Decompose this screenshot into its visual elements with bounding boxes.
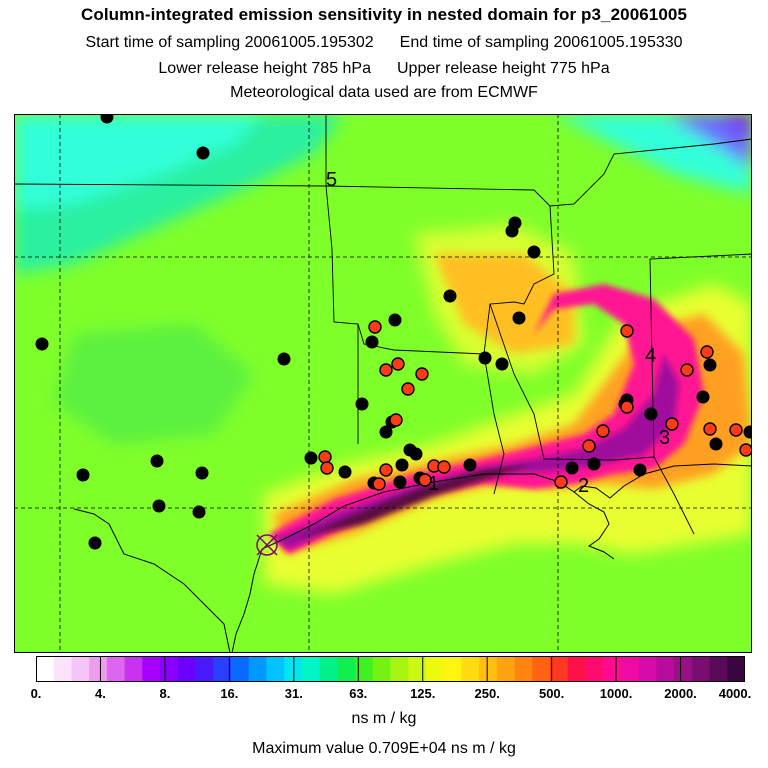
graticule bbox=[14, 114, 752, 653]
region-label-4: 4 bbox=[645, 345, 656, 367]
colorbar-segment bbox=[514, 656, 533, 682]
colorbar-segment bbox=[71, 656, 90, 682]
colorbar-segments bbox=[36, 656, 745, 682]
region-label-3: 3 bbox=[659, 427, 670, 449]
colorbar-segment bbox=[124, 656, 143, 682]
colorbar-segment bbox=[638, 656, 657, 682]
colorbar-segment bbox=[567, 656, 586, 682]
state-borders bbox=[14, 114, 752, 535]
region-labels: 1 2 3 4 5 bbox=[326, 169, 670, 497]
sampling-times: Start time of sampling 20061005.195302 En… bbox=[0, 34, 768, 52]
colorbar-segment bbox=[195, 656, 214, 682]
colorbar-segment bbox=[550, 656, 569, 682]
colorbar-segment bbox=[213, 656, 232, 682]
colorbar-segment bbox=[585, 656, 604, 682]
colorbar-segment bbox=[425, 656, 445, 682]
colorbar-segment bbox=[53, 656, 72, 682]
colorbar-segment bbox=[656, 656, 675, 682]
colorbar-tick-label: 16. bbox=[220, 686, 239, 701]
colorbar-tick-label: 2000. bbox=[664, 686, 697, 701]
colorbar-segment bbox=[337, 656, 356, 682]
colorbar-segment bbox=[390, 656, 409, 682]
met-data-source: Meteorological data used are from ECMWF bbox=[230, 84, 538, 101]
colorbar-tick-label: 500. bbox=[538, 686, 565, 701]
end-time-label: End time of sampling 20061005.195330 bbox=[399, 34, 683, 51]
colorbar-segment bbox=[496, 656, 515, 682]
colorbar-tick-label: 63. bbox=[349, 686, 368, 701]
colorbar-tick-label: 4000. bbox=[718, 686, 752, 701]
colorbar-segment bbox=[674, 656, 693, 682]
colorbar-major-ticks bbox=[99, 656, 682, 682]
lower-release-height: Lower release height 785 hPa bbox=[158, 60, 371, 77]
colorbar-segment bbox=[284, 656, 303, 682]
maximum-value-label: Maximum value 0.709E+04 ns m / kg bbox=[252, 740, 516, 757]
colorbar-segment bbox=[443, 656, 462, 682]
colorbar-segment bbox=[709, 656, 728, 682]
colorbar-tick-label: 125. bbox=[410, 686, 436, 701]
colorbar-tick-label: 31. bbox=[284, 686, 303, 701]
colorbar-segment bbox=[160, 656, 179, 682]
start-time-label: Start time of sampling 20061005.195302 bbox=[85, 34, 374, 51]
colorbar-segment bbox=[301, 656, 321, 682]
colorbar-segment bbox=[36, 656, 55, 682]
release-heights: Lower release height 785 hPa Upper releas… bbox=[0, 60, 768, 78]
colorbar-segment bbox=[89, 656, 108, 682]
release-point-marker bbox=[256, 534, 278, 556]
colorbar-units: ns m / kg bbox=[351, 710, 417, 727]
emission-sensitivity-map: 1 2 3 4 5 bbox=[14, 114, 752, 653]
region-label-5: 5 bbox=[326, 169, 337, 191]
colorbar-tick-label: 4. bbox=[95, 686, 106, 701]
red-sampling-points bbox=[318, 320, 752, 491]
peak-sensitivity-field bbox=[274, 354, 679, 549]
colorbar-segment bbox=[727, 656, 745, 682]
colorbar-tick-label: 1000. bbox=[599, 686, 633, 701]
upper-release-height: Upper release height 775 hPa bbox=[397, 60, 610, 77]
colorbar bbox=[36, 656, 745, 682]
plot-title: Column-integrated emission sensitivity i… bbox=[80, 5, 688, 24]
colorbar-segment bbox=[106, 656, 126, 682]
colorbar-segment bbox=[408, 656, 427, 682]
colorbar-segment bbox=[620, 656, 640, 682]
colorbar-tick-label: 8. bbox=[159, 686, 171, 701]
colorbar-segment bbox=[479, 656, 498, 682]
colorbar-segment bbox=[266, 656, 285, 682]
low-sensitivity-field bbox=[14, 114, 752, 444]
colorbar-segment bbox=[177, 656, 196, 682]
colorbar-segment bbox=[142, 656, 161, 682]
colorbar-segment bbox=[461, 656, 480, 682]
region-label-2: 2 bbox=[578, 475, 589, 497]
colorbar-tick-label: 0. bbox=[30, 686, 42, 701]
colorbar-tick-label: 250. bbox=[474, 686, 500, 701]
colorbar-segment bbox=[248, 656, 267, 682]
colorbar-segment bbox=[355, 656, 374, 682]
colorbar-segment bbox=[372, 656, 391, 682]
colorbar-segment bbox=[603, 656, 622, 682]
black-sampling-points bbox=[35, 114, 752, 550]
region-label-1: 1 bbox=[428, 473, 439, 495]
colorbar-segment bbox=[230, 656, 250, 682]
colorbar-segment bbox=[532, 656, 551, 682]
colorbar-segment bbox=[691, 656, 710, 682]
colorbar-segment bbox=[319, 656, 338, 682]
